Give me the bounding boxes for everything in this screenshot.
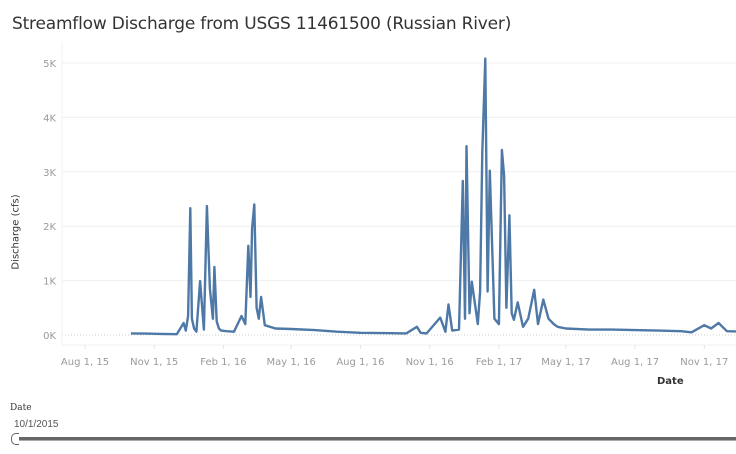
svg-text:4K: 4K — [43, 113, 56, 124]
date-slider-handle[interactable] — [11, 433, 19, 445]
svg-text:Nov 1, 17: Nov 1, 17 — [680, 357, 728, 368]
svg-text:May 1, 17: May 1, 17 — [541, 357, 590, 368]
date-filter-title: Date — [10, 403, 32, 413]
svg-text:0K: 0K — [43, 331, 56, 342]
svg-text:Aug 1, 15: Aug 1, 15 — [61, 357, 109, 368]
date-filter-value: 10/1/2015 — [14, 419, 59, 430]
discharge-line[interactable] — [130, 57, 736, 336]
x-axis-ticks: Aug 1, 15 Nov 1, 15 Feb 1, 16 May 1, 16 Aug … — [61, 345, 728, 368]
date-slider-track[interactable] — [16, 437, 736, 441]
svg-text:1K: 1K — [43, 277, 56, 288]
svg-text:May 1, 16: May 1, 16 — [267, 357, 316, 368]
x-axis-label: Date — [657, 376, 684, 387]
svg-text:Aug 1, 17: Aug 1, 17 — [611, 357, 659, 368]
y-axis-ticks: 0K 1K 2K 3K 4K 5K — [43, 59, 56, 342]
svg-text:3K: 3K — [43, 168, 56, 179]
svg-text:Feb 1, 17: Feb 1, 17 — [476, 357, 522, 368]
svg-text:Nov 1, 15: Nov 1, 15 — [130, 357, 178, 368]
svg-text:Aug 1, 16: Aug 1, 16 — [336, 357, 384, 368]
svg-text:5K: 5K — [43, 59, 56, 70]
chart-title: Streamflow Discharge from USGS 11461500 … — [12, 14, 512, 34]
svg-text:2K: 2K — [43, 222, 56, 233]
svg-text:Nov 1, 16: Nov 1, 16 — [406, 357, 454, 368]
svg-text:Feb 1, 16: Feb 1, 16 — [200, 357, 246, 368]
gridlines — [61, 42, 736, 346]
line-chart: 0K 1K 2K 3K 4K 5K Aug 1, 15 Nov 1, 15 Feb 1, 16… — [43, 42, 736, 368]
